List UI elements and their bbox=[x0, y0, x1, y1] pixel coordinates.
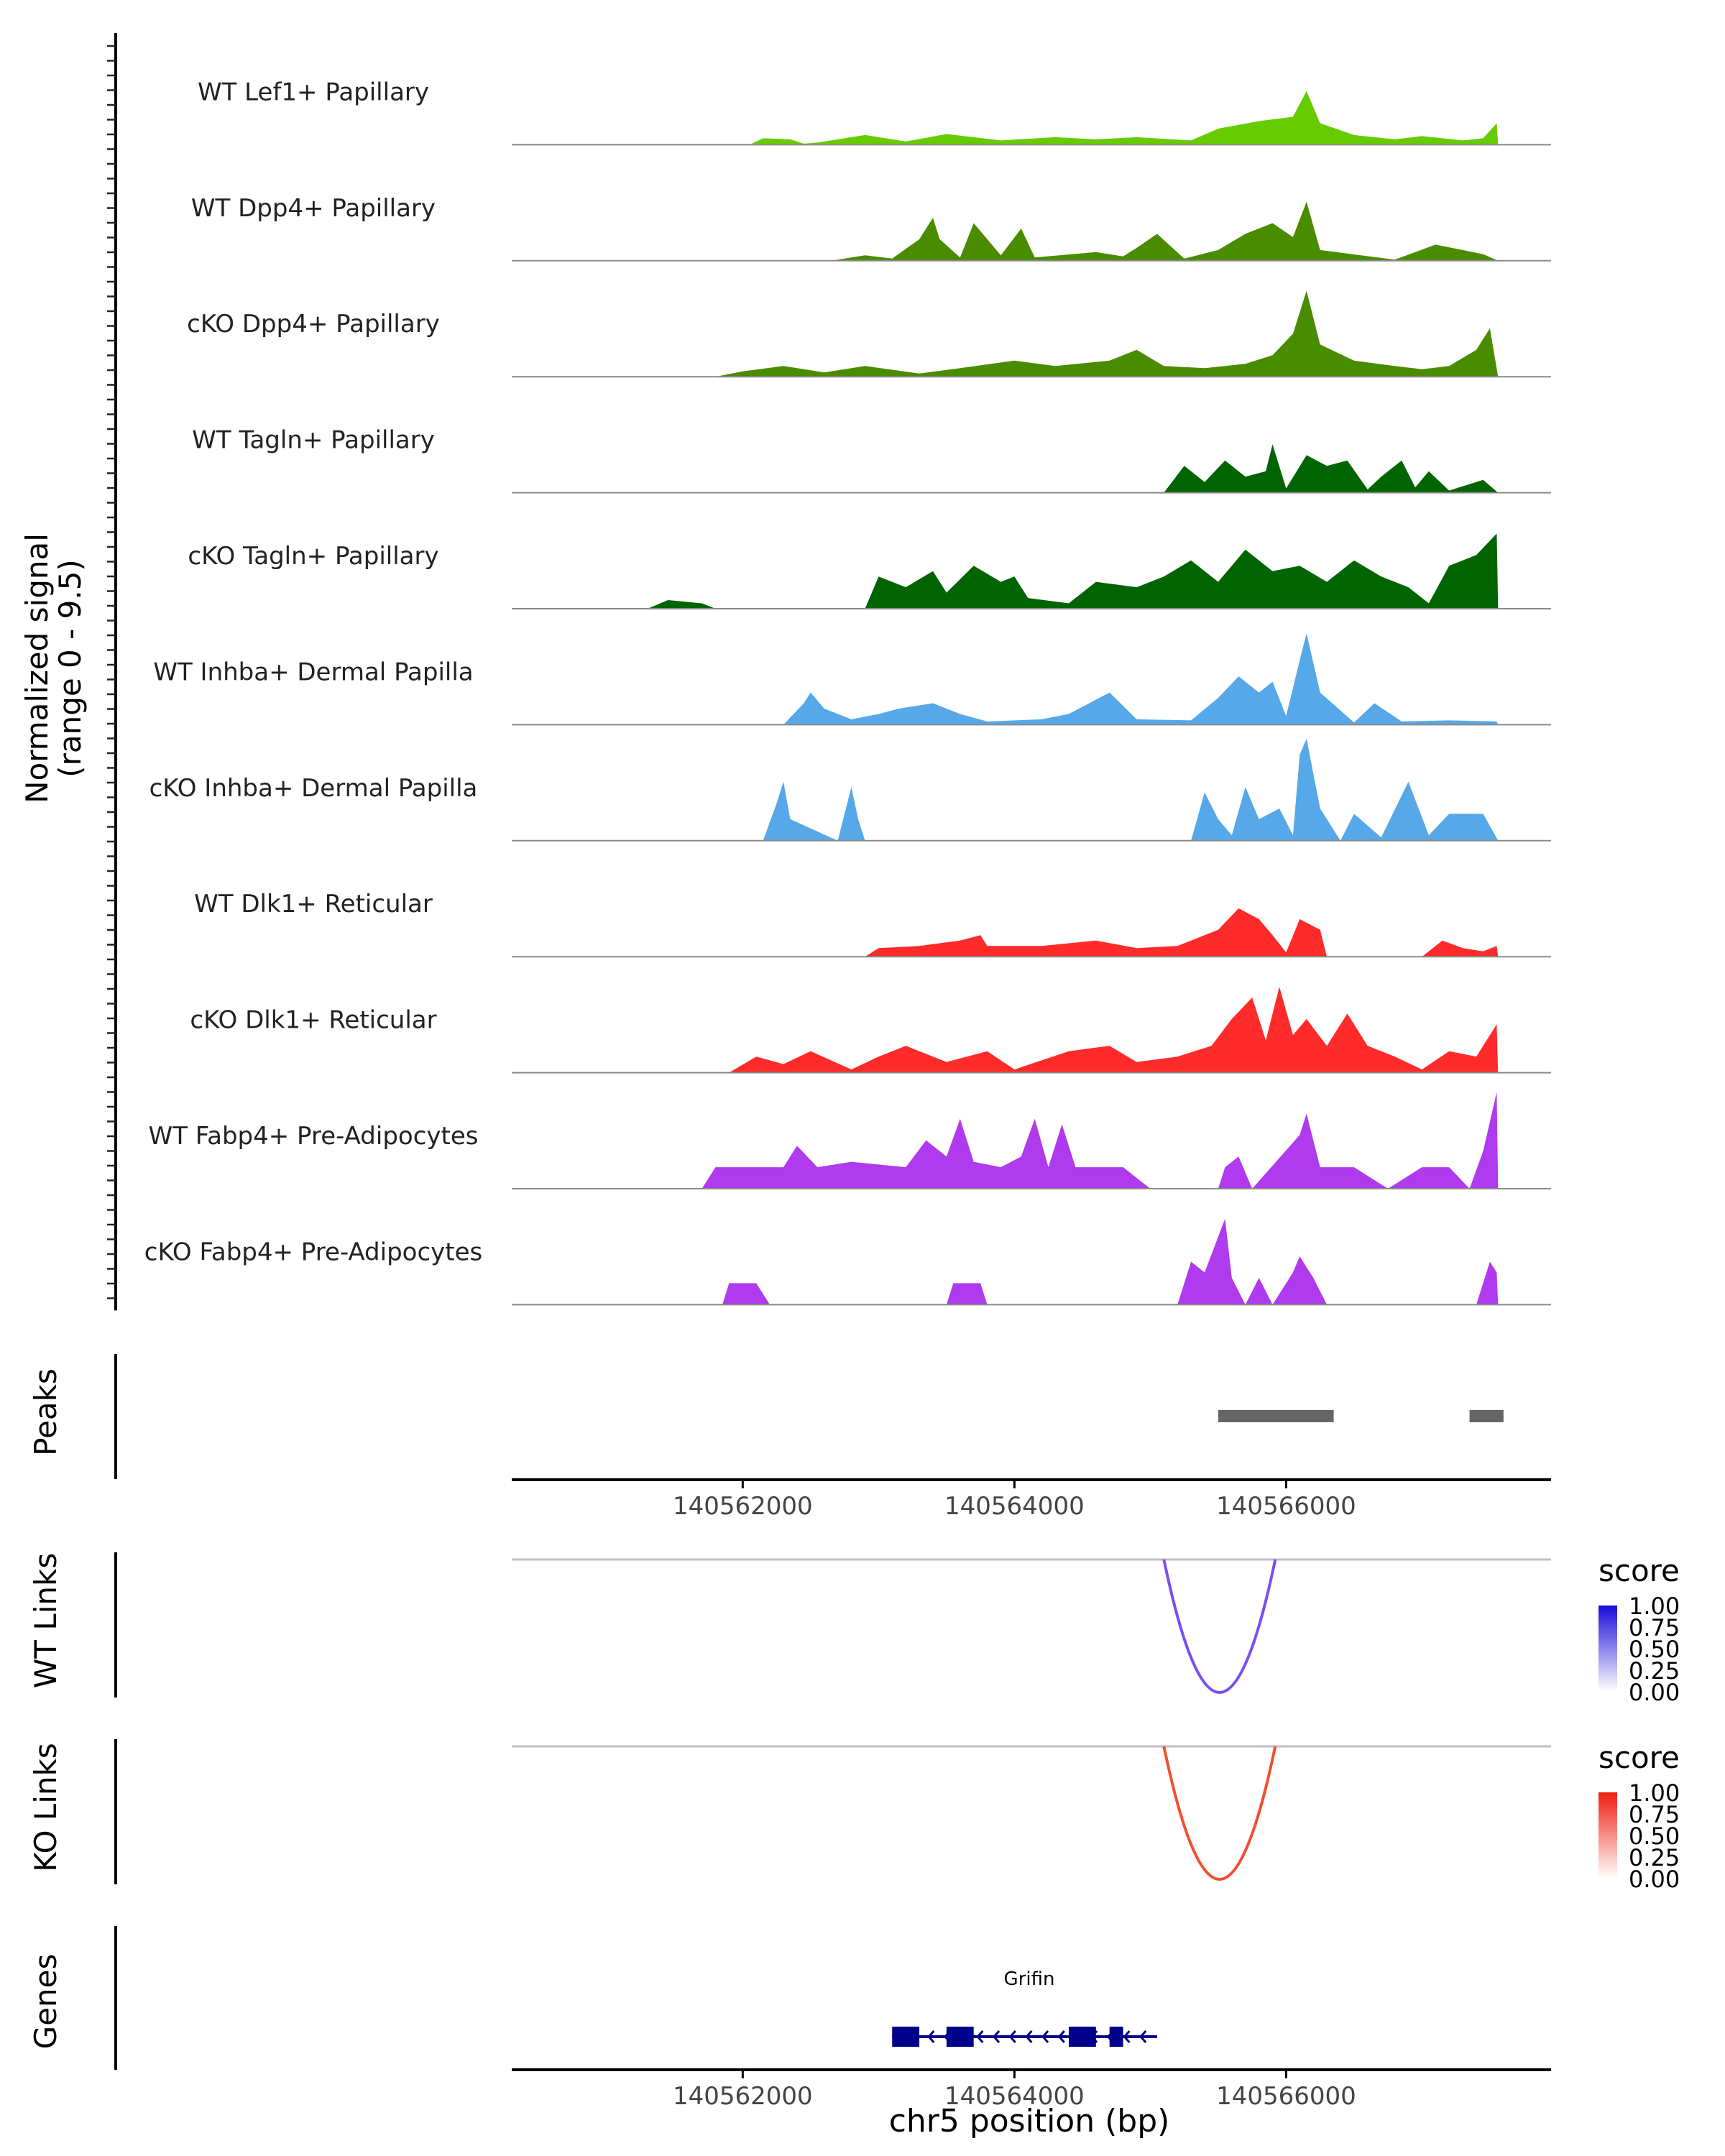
track-4: cKO Tagln+ Papillary bbox=[188, 533, 1551, 609]
peaks-x-tick-label: 140562000 bbox=[673, 1492, 813, 1521]
wt-legend-legend-tick: 1.00 bbox=[1629, 1593, 1680, 1620]
score-legends: 1.000.750.500.250.001.000.750.500.250.00 bbox=[1598, 1593, 1680, 1893]
strand-arrow bbox=[1041, 2030, 1049, 2043]
peak-bar bbox=[1218, 1410, 1334, 1422]
coverage-area bbox=[749, 91, 1499, 145]
track-label: WT Inhba+ Dermal Papilla bbox=[153, 658, 473, 686]
coverage-area bbox=[729, 987, 1499, 1073]
track-0: WT Lef1+ Papillary bbox=[198, 78, 1551, 146]
coverage-tracks: WT Lef1+ Papillary WT Dpp4+ Papillary cKO … bbox=[144, 78, 1551, 1306]
track-5: WT Inhba+ Dermal Papilla bbox=[153, 633, 1551, 726]
genes-x-tick-label: 140562000 bbox=[673, 2082, 813, 2111]
track-label: cKO Inhba+ Dermal Papilla bbox=[150, 774, 478, 803]
peaks-x-tick-label: 140564000 bbox=[944, 1492, 1085, 1521]
ko-links-arc bbox=[1162, 1746, 1277, 1881]
coverage-area bbox=[1164, 444, 1499, 493]
gene-exon bbox=[892, 2027, 920, 2047]
peaks-ylabel: Peaks bbox=[28, 1368, 63, 1456]
coverage-area bbox=[715, 290, 1499, 377]
coverage-area bbox=[722, 1218, 1499, 1305]
track-9: WT Fabp4+ Pre-Adipocytes bbox=[149, 1092, 1551, 1189]
coverage-area bbox=[702, 1092, 1499, 1189]
track-3: WT Tagln+ Papillary bbox=[192, 426, 1551, 494]
ko-legend-colorbar bbox=[1598, 1792, 1617, 1879]
gene-exon bbox=[1109, 2027, 1123, 2047]
strand-arrow bbox=[976, 2030, 984, 2043]
track-label: cKO Dlk1+ Reticular bbox=[190, 1006, 436, 1035]
track-1: WT Dpp4+ Papillary bbox=[191, 194, 1551, 262]
track-label: cKO Tagln+ Papillary bbox=[188, 542, 438, 571]
wt-legend-legend-tick: 0.75 bbox=[1629, 1614, 1680, 1641]
peak-bar bbox=[1469, 1410, 1504, 1422]
strand-arrow bbox=[1123, 2030, 1131, 2043]
wt-links-arc bbox=[1162, 1559, 1277, 1694]
gene-exon bbox=[1068, 2027, 1096, 2047]
coverage-area bbox=[763, 738, 1499, 841]
peaks-x-tick-label: 140566000 bbox=[1216, 1492, 1356, 1521]
gene-label: Grifin bbox=[1004, 1968, 1055, 1990]
track-label: WT Fabp4+ Pre-Adipocytes bbox=[149, 1122, 479, 1151]
coverage-area bbox=[783, 633, 1499, 725]
coverage-ylabel-line1: Normalized signal bbox=[19, 533, 55, 803]
ko-legend-legend-tick: 0.25 bbox=[1629, 1844, 1680, 1871]
strand-arrow bbox=[1008, 2030, 1016, 2043]
track-8: cKO Dlk1+ Reticular bbox=[190, 987, 1551, 1074]
ko-legend-title: score bbox=[1598, 1740, 1680, 1775]
strand-arrow bbox=[1139, 2030, 1147, 2043]
strand-arrow bbox=[1025, 2030, 1033, 2043]
coverage-area bbox=[831, 201, 1499, 261]
ko-links-ylabel: KO Links bbox=[28, 1743, 63, 1872]
genes-x-tick-label: 140566000 bbox=[1216, 2082, 1356, 2111]
x-axis-label: chr5 position (bp) bbox=[889, 2103, 1170, 2139]
genes-x-tick-label: 140564000 bbox=[944, 2082, 1085, 2111]
ko-legend-legend-tick: 0.00 bbox=[1629, 1866, 1680, 1893]
axes: 140562000 140564000 140566000 140562000 1405… bbox=[107, 33, 1551, 2111]
wt-legend-legend-tick: 0.25 bbox=[1629, 1657, 1680, 1685]
track-label: WT Lef1+ Papillary bbox=[198, 78, 429, 106]
track-label: WT Dpp4+ Papillary bbox=[191, 194, 436, 223]
strand-arrow bbox=[993, 2030, 1000, 2043]
gene-exon bbox=[946, 2027, 974, 2047]
track-label: WT Tagln+ Papillary bbox=[192, 426, 435, 455]
coverage-area bbox=[648, 533, 1499, 609]
track-2: cKO Dpp4+ Papillary bbox=[187, 290, 1551, 378]
wt-links-ylabel: WT Links bbox=[28, 1553, 63, 1688]
track-label: cKO Dpp4+ Papillary bbox=[187, 310, 440, 338]
strand-arrow bbox=[1057, 2030, 1065, 2043]
strand-arrow bbox=[927, 2030, 935, 2043]
wt-legend-title: score bbox=[1598, 1553, 1680, 1588]
genes-ylabel: Genes bbox=[28, 1954, 63, 2050]
track-7: WT Dlk1+ Reticular bbox=[194, 890, 1551, 958]
coverage-area bbox=[865, 908, 1499, 957]
ko-legend-legend-tick: 0.75 bbox=[1629, 1801, 1680, 1828]
ko-legend-legend-tick: 0.50 bbox=[1629, 1823, 1680, 1850]
ko-legend-legend-tick: 1.00 bbox=[1629, 1779, 1680, 1807]
track-10: cKO Fabp4+ Pre-Adipocytes bbox=[144, 1218, 1551, 1306]
wt-legend-legend-tick: 0.50 bbox=[1629, 1636, 1680, 1663]
track-label: WT Dlk1+ Reticular bbox=[194, 890, 433, 918]
wt-legend-legend-tick: 0.00 bbox=[1629, 1679, 1680, 1706]
track-6: cKO Inhba+ Dermal Papilla bbox=[150, 738, 1551, 842]
wt-legend-colorbar bbox=[1598, 1606, 1617, 1692]
track-label: cKO Fabp4+ Pre-Adipocytes bbox=[144, 1238, 483, 1266]
coverage-ylabel-line2: (range 0 - 9.5) bbox=[52, 559, 88, 778]
